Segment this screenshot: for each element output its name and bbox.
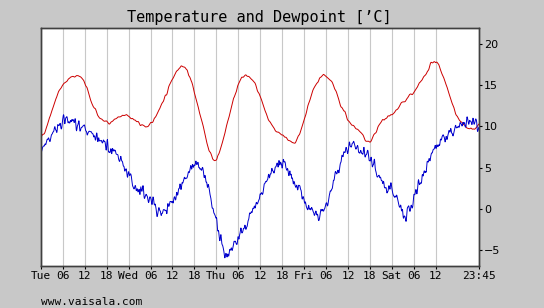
Text: www.vaisala.com: www.vaisala.com — [41, 297, 142, 307]
Title: Temperature and Dewpoint [’C]: Temperature and Dewpoint [’C] — [127, 10, 392, 25]
